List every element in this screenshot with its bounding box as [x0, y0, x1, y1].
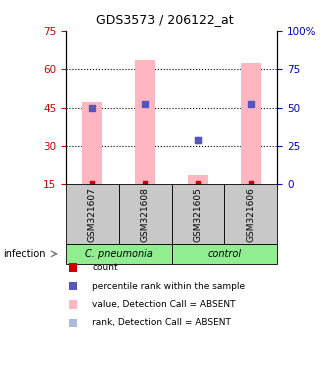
- Text: C. pneumonia: C. pneumonia: [85, 249, 153, 259]
- Text: GSM321605: GSM321605: [193, 187, 203, 242]
- Point: [195, 137, 201, 143]
- Text: GDS3573 / 206122_at: GDS3573 / 206122_at: [96, 13, 234, 26]
- Point: [90, 180, 95, 186]
- Point: [143, 101, 148, 108]
- Text: percentile rank within the sample: percentile rank within the sample: [92, 281, 246, 291]
- Point: [195, 137, 201, 143]
- Bar: [135, 60, 155, 184]
- Text: GSM321606: GSM321606: [246, 187, 255, 242]
- Bar: [188, 175, 208, 184]
- Bar: [241, 63, 261, 184]
- Text: value, Detection Call = ABSENT: value, Detection Call = ABSENT: [92, 300, 236, 309]
- Point: [195, 180, 201, 186]
- Point: [90, 104, 95, 111]
- Point: [248, 101, 253, 108]
- Point: [143, 180, 148, 186]
- Bar: [82, 103, 102, 184]
- Text: infection: infection: [3, 249, 46, 259]
- Text: GSM321608: GSM321608: [141, 187, 150, 242]
- Text: count: count: [92, 263, 118, 272]
- Point: [248, 180, 253, 186]
- Text: GSM321607: GSM321607: [88, 187, 97, 242]
- Text: control: control: [207, 249, 242, 259]
- Text: rank, Detection Call = ABSENT: rank, Detection Call = ABSENT: [92, 318, 231, 328]
